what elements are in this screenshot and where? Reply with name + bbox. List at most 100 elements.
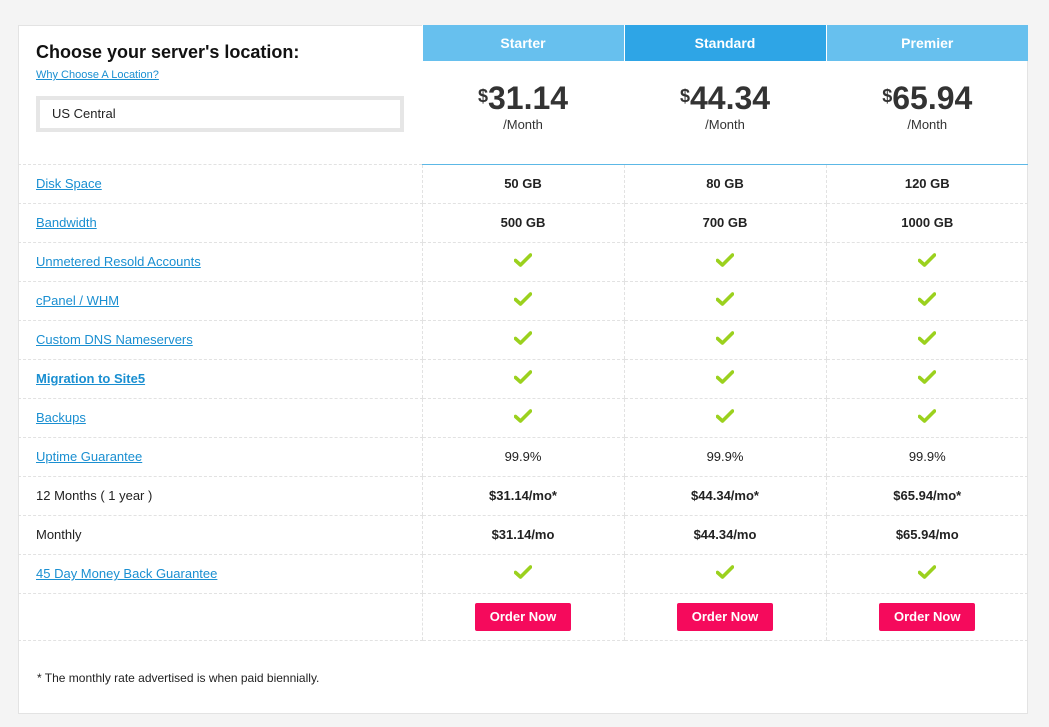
checkmark-icon (917, 331, 937, 345)
feature-value: $65.94/mo* (893, 488, 962, 503)
feature-value: 99.9% (706, 449, 744, 464)
feature-link[interactable]: Migration to Site5 (36, 371, 146, 386)
feature-value-cell (825, 554, 1028, 594)
order-cell: Order Now (421, 593, 624, 641)
feature-value-cell: $65.94/mo (825, 515, 1028, 555)
checkmark-icon (513, 331, 533, 345)
feature-row-12-months-1-year: 12 Months ( 1 year ) $31.14/mo* $44.34/mo*… (18, 476, 1028, 516)
feature-value-cell: 99.9% (825, 437, 1028, 477)
checkmark-icon (715, 565, 735, 579)
feature-link[interactable]: Bandwidth (36, 215, 97, 230)
feature-value-cell: $44.34/mo (623, 515, 826, 555)
feature-value-cell (825, 242, 1028, 282)
checkmark-icon (917, 409, 937, 423)
location-cell: Choose your server's location: Why Choos… (18, 25, 422, 165)
feature-value-cell: 50 GB (421, 164, 624, 204)
feature-link[interactable]: cPanel / WHM (36, 293, 120, 308)
order-now-button-standard[interactable]: Order Now (677, 602, 773, 631)
why-location-link[interactable]: Why Choose A Location? (36, 69, 159, 81)
order-row: Order Now Order Now Order Now (18, 593, 1028, 641)
feature-value-cell: 1000 GB (825, 203, 1028, 243)
feature-value-cell: 700 GB (623, 203, 826, 243)
checkmark-icon (513, 253, 533, 267)
location-select[interactable]: US Central (36, 96, 404, 132)
feature-link[interactable]: Uptime Guarantee (36, 449, 143, 464)
feature-row-cpanel-whm: cPanel / WHM (18, 281, 1028, 321)
feature-row-bandwidth: Bandwidth 500 GB 700 GB 1000 GB (18, 203, 1028, 243)
feature-value-cell (421, 281, 624, 321)
feature-label: 12 Months ( 1 year ) (36, 488, 153, 503)
plan-name: Standard (624, 25, 826, 61)
feature-value: 120 GB (904, 176, 950, 191)
feature-value: 80 GB (706, 176, 744, 191)
feature-value-cell (825, 398, 1028, 438)
feature-label-cell: Disk Space (18, 164, 422, 204)
feature-row-unmetered-resold-accounts: Unmetered Resold Accounts (18, 242, 1028, 282)
feature-label-cell: cPanel / WHM (18, 281, 422, 321)
feature-link[interactable]: Custom DNS Nameservers (36, 332, 193, 347)
price-period: /Month (503, 117, 543, 132)
feature-value-cell (421, 554, 624, 594)
currency-symbol: $ (882, 86, 893, 106)
feature-row-uptime-guarantee: Uptime Guarantee 99.9% 99.9% 99.9% (18, 437, 1028, 477)
checkmark-icon (513, 409, 533, 423)
feature-link[interactable]: Disk Space (36, 176, 102, 191)
feature-value-cell (825, 359, 1028, 399)
header-row: Choose your server's location: Why Choos… (18, 25, 1029, 165)
checkmark-icon (917, 370, 937, 384)
checkmark-icon (513, 370, 533, 384)
plan-price: $65.94 (827, 81, 1029, 115)
order-now-button-premier[interactable]: Order Now (879, 602, 976, 631)
feature-value-cell: $65.94/mo* (825, 476, 1028, 516)
feature-value-cell: 120 GB (825, 164, 1028, 204)
feature-value-cell: 99.9% (421, 437, 624, 477)
feature-link[interactable]: Unmetered Resold Accounts (36, 254, 201, 269)
feature-value-cell (825, 281, 1028, 321)
feature-row-45-day-money-back-guarantee: 45 Day Money Back Guarantee (18, 554, 1028, 594)
feature-link[interactable]: Backups (36, 410, 86, 425)
feature-value: $44.34/mo (693, 527, 757, 542)
pricing-table: Choose your server's location: Why Choos… (18, 25, 1028, 641)
location-title: Choose your server's location: (36, 42, 300, 62)
feature-row-custom-dns-nameservers: Custom DNS Nameservers (18, 320, 1028, 360)
footnote: * The monthly rate advertised is when pa… (37, 671, 320, 685)
feature-value-cell: 99.9% (623, 437, 826, 477)
checkmark-icon (715, 331, 735, 345)
feature-value-cell (421, 242, 624, 282)
checkmark-icon (715, 409, 735, 423)
feature-value-cell (623, 554, 826, 594)
plan-header-standard: Standard $44.34 /Month (623, 25, 826, 165)
feature-value: $44.34/mo* (691, 488, 759, 503)
feature-value-cell (623, 242, 826, 282)
order-now-button-starter[interactable]: Order Now (475, 602, 571, 631)
feature-label: Monthly (36, 527, 82, 542)
feature-label-cell: 45 Day Money Back Guarantee (18, 554, 422, 594)
price-value: 31.14 (487, 80, 569, 116)
plan-name: Starter (422, 25, 624, 61)
feature-row-migration-to-site5: Migration to Site5 (18, 359, 1028, 399)
feature-value-cell (825, 320, 1028, 360)
feature-value-cell: $31.14/mo* (421, 476, 624, 516)
feature-row-monthly: Monthly $31.14/mo $44.34/mo $65.94/mo (18, 515, 1028, 555)
feature-value-cell: $31.14/mo (421, 515, 624, 555)
checkmark-icon (715, 253, 735, 267)
checkmark-icon (715, 292, 735, 306)
feature-value: 99.9% (504, 449, 542, 464)
feature-label-cell: Unmetered Resold Accounts (18, 242, 422, 282)
feature-value: 99.9% (908, 449, 946, 464)
feature-link[interactable]: 45 Day Money Back Guarantee (36, 566, 218, 581)
feature-label-cell: 12 Months ( 1 year ) (18, 476, 422, 516)
order-cell: Order Now (825, 593, 1028, 641)
feature-value-cell: $44.34/mo* (623, 476, 826, 516)
feature-value-cell (623, 320, 826, 360)
checkmark-icon (917, 565, 937, 579)
feature-label-cell: Custom DNS Nameservers (18, 320, 422, 360)
feature-value: $31.14/mo (491, 527, 555, 542)
feature-value: 700 GB (702, 215, 748, 230)
feature-value: $31.14/mo* (489, 488, 557, 503)
price-value: 65.94 (892, 80, 973, 116)
checkmark-icon (917, 253, 937, 267)
plan-price: $44.34 (625, 81, 826, 115)
feature-value: 1000 GB (901, 215, 954, 230)
feature-value-cell: 80 GB (623, 164, 826, 204)
